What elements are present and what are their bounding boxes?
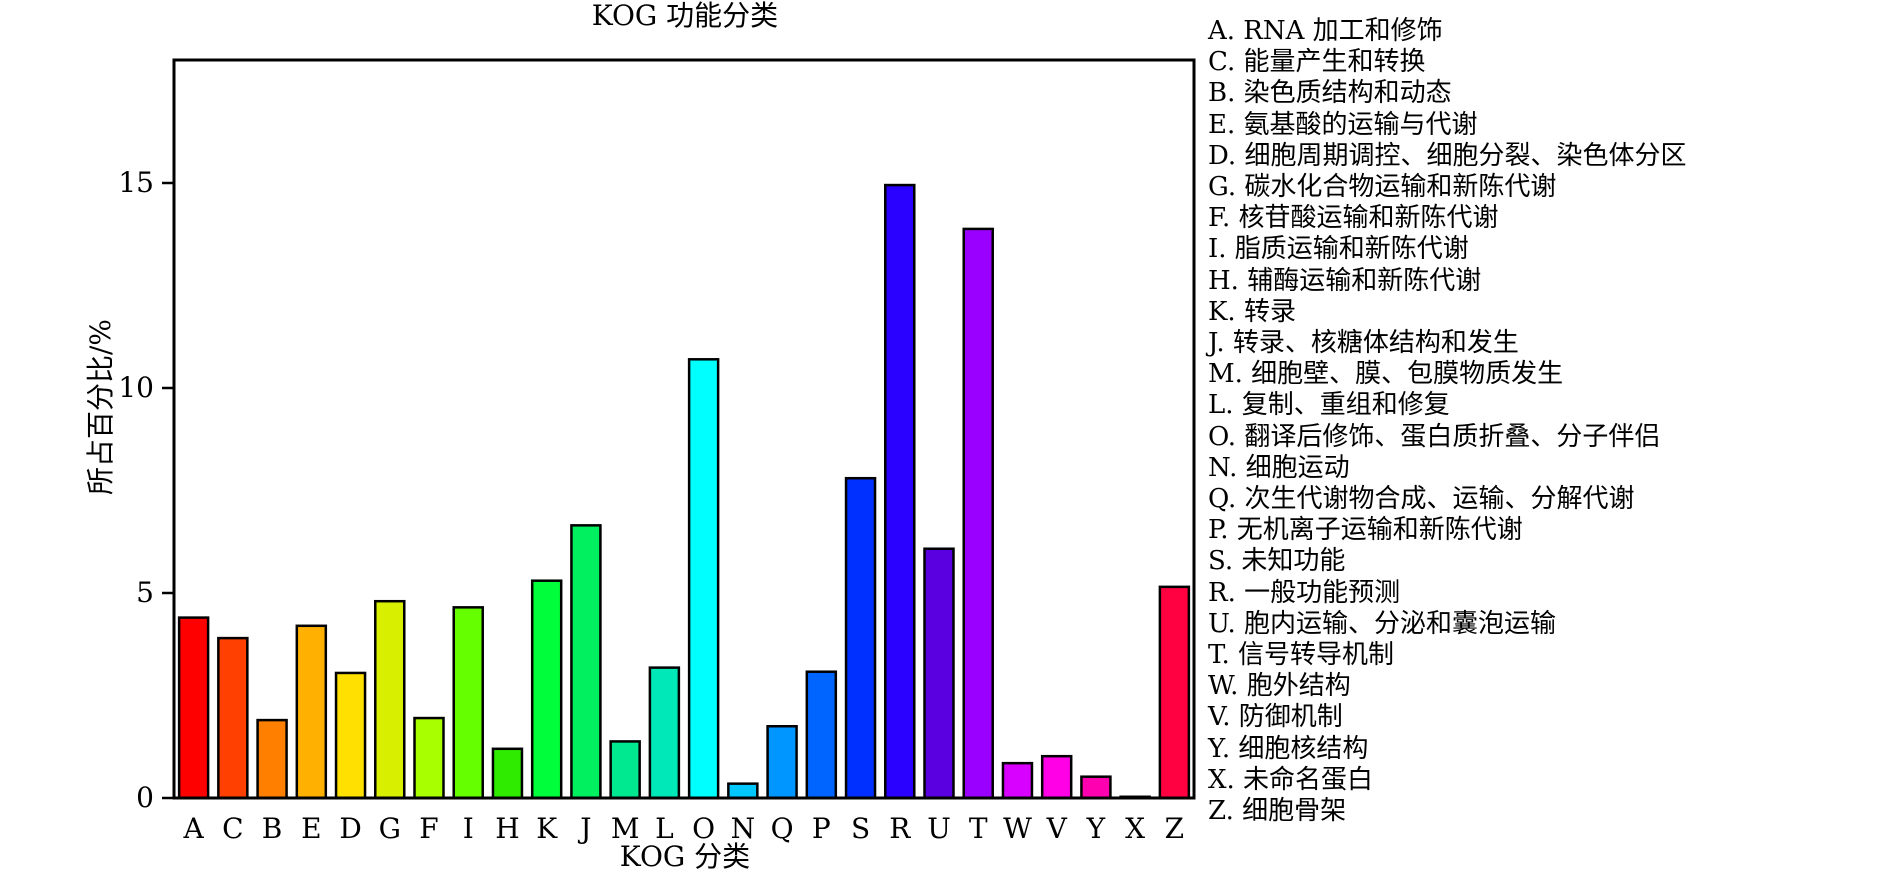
bar-M (609, 740, 641, 800)
bar-I (452, 606, 484, 800)
x-tick-label: N (731, 812, 756, 845)
plot-frame (172, 58, 1196, 800)
bar-B (256, 718, 288, 800)
legend-item: O. 翻译后修饰、蛋白质折叠、分子伴侣 (1208, 421, 1661, 452)
bar-R (884, 183, 916, 800)
legend-item: S. 未知功能 (1208, 546, 1346, 577)
x-tick-label: M (611, 812, 640, 845)
y-axis-ticks: 0 5 10 15 (118, 166, 174, 814)
x-tick-label: A (183, 812, 205, 845)
legend-item: L. 复制、重组和修复 (1208, 390, 1450, 421)
bars-group (177, 183, 1191, 800)
x-tick-label: P (812, 812, 831, 845)
bar-N (727, 782, 759, 800)
legend-item: B. 染色质结构和动态 (1208, 78, 1452, 109)
x-tick-label: Z (1165, 812, 1184, 845)
bar-S (844, 476, 877, 800)
bar-O (687, 358, 720, 800)
bar-P (805, 670, 838, 800)
legend-item: T. 信号转导机制 (1208, 640, 1395, 671)
x-tick-label: I (463, 812, 474, 845)
y-axis-label: 所占百分比/% (84, 319, 117, 495)
legend-item: U. 胞内运输、分泌和囊泡运输 (1208, 608, 1557, 639)
legend-item: K. 转录 (1208, 296, 1296, 327)
legend-item: A. RNA 加工和修饰 (1208, 16, 1443, 46)
bar-Y (1080, 775, 1112, 800)
x-tick-label: D (339, 812, 361, 845)
bar-G (374, 599, 406, 800)
legend-item: J. 转录、核糖体结构和发生 (1208, 328, 1519, 359)
x-tick-label: K (536, 812, 558, 845)
x-tick-label: G (379, 812, 401, 845)
x-tick-label: Q (771, 812, 794, 845)
legend-item: C. 能量产生和转换 (1208, 47, 1426, 78)
bar-K (530, 579, 563, 800)
chart-title: KOG 功能分类 (592, 0, 778, 32)
x-tick-label: U (927, 812, 951, 845)
legend-item: V. 防御机制 (1208, 702, 1343, 733)
legend-item: R. 一般功能预测 (1208, 577, 1401, 608)
x-tick-label: E (301, 812, 321, 845)
legend-item: E. 氨基酸的运输与代谢 (1208, 109, 1478, 140)
y-tick-label: 0 (136, 781, 154, 814)
legend-item: N. 细胞运动 (1208, 452, 1350, 483)
legend-item: W. 胞外结构 (1208, 671, 1351, 702)
legend-item: G. 碳水化合物运输和新陈代谢 (1208, 172, 1557, 203)
x-tick-label: V (1046, 812, 1068, 845)
legend-item: I. 脂质运输和新陈代谢 (1208, 234, 1469, 265)
bar-F (413, 716, 445, 800)
legend-item: D. 细胞周期调控、细胞分裂、染色体分区 (1208, 140, 1687, 171)
legend-item: F. 核苷酸运输和新陈代谢 (1208, 203, 1499, 234)
legend-item: Z. 细胞骨架 (1208, 796, 1347, 827)
bar-E (295, 624, 328, 800)
y-tick-label: 15 (118, 166, 154, 199)
x-tick-label: J (577, 812, 591, 845)
y-tick-label: 10 (118, 371, 154, 404)
bar-A (177, 616, 210, 800)
x-tick-label: R (889, 812, 911, 845)
bar-W (1001, 761, 1034, 800)
x-tick-label: C (222, 812, 243, 845)
x-tick-label: S (851, 812, 870, 845)
bar-H (491, 747, 524, 800)
bar-Q (766, 725, 798, 800)
x-axis-label: KOG 分类 (620, 840, 750, 873)
x-tick-label: X (1125, 812, 1145, 845)
legend-item: Q. 次生代谢物合成、运输、分解代谢 (1208, 484, 1635, 515)
legend-item: M. 细胞壁、膜、包膜物质发生 (1208, 359, 1564, 390)
x-tick-label: Y (1086, 812, 1106, 845)
x-tick-label: H (495, 812, 519, 845)
x-tick-label: O (692, 812, 715, 845)
legend-item: Y. 细胞核结构 (1208, 733, 1369, 764)
x-tick-label: W (1003, 812, 1032, 845)
bar-T (962, 227, 994, 800)
bar-V (1040, 754, 1073, 800)
bar-Z (1158, 585, 1191, 800)
x-tick-label: B (262, 812, 283, 845)
x-tick-label: L (655, 812, 674, 845)
y-tick-label: 5 (136, 576, 154, 609)
bar-U (923, 547, 955, 800)
bar-L (648, 666, 681, 800)
x-tick-label: F (419, 812, 438, 845)
legend-item: P. 无机离子运输和新陈代谢 (1208, 515, 1523, 546)
x-tick-label: T (969, 812, 988, 845)
bar-C (217, 636, 249, 800)
bar-D (334, 671, 367, 800)
bar-J (570, 524, 602, 800)
legend-item: X. 未命名蛋白 (1208, 764, 1374, 795)
legend-item: H. 辅酶运输和新陈代谢 (1208, 265, 1482, 296)
legend: A. RNA 加工和修饰 C. 能量产生和转换 B. 染色质结构和动态 E. 氨基酸的… (1208, 16, 1686, 827)
